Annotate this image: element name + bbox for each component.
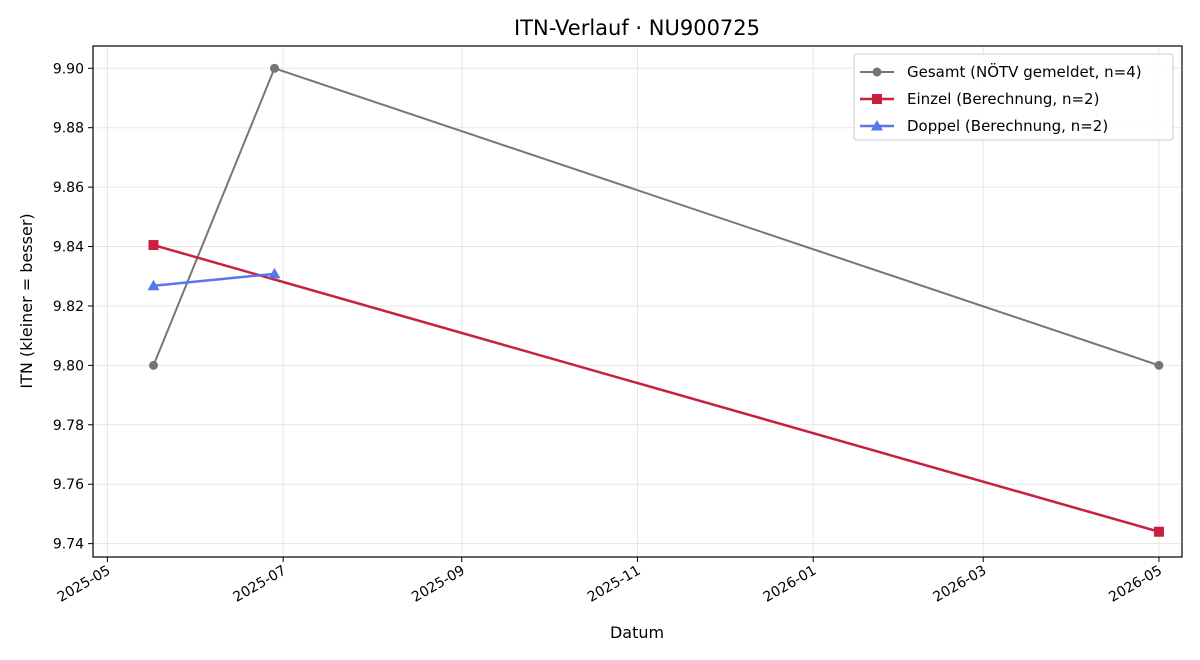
legend-label: Einzel (Berechnung, n=2) bbox=[907, 90, 1099, 108]
legend-marker bbox=[872, 67, 882, 77]
series-layer bbox=[147, 63, 1164, 537]
legend-marker bbox=[871, 120, 883, 131]
x-tick-label: 2025-07 bbox=[230, 563, 289, 606]
series-1-line bbox=[153, 243, 1160, 533]
legend-entry-1 bbox=[860, 94, 894, 104]
x-tick-label: 2025-05 bbox=[55, 563, 114, 606]
series-0-point bbox=[270, 63, 279, 73]
chart-title: ITN-Verlauf · NU900725 bbox=[514, 16, 760, 40]
y-tick-label: 9.86 bbox=[53, 180, 84, 196]
series-2 bbox=[147, 267, 281, 291]
series-0-point bbox=[1154, 360, 1164, 370]
y-tick-label: 9.74 bbox=[53, 537, 84, 553]
series-1 bbox=[148, 240, 1164, 537]
legend-label: Doppel (Berechnung, n=2) bbox=[907, 117, 1108, 135]
x-tick-label: 2025-09 bbox=[409, 563, 468, 606]
series-2-line bbox=[153, 272, 275, 287]
legend-entry-2 bbox=[860, 120, 894, 131]
y-tick-label: 9.82 bbox=[53, 299, 84, 315]
y-tick-label: 9.88 bbox=[53, 121, 84, 137]
x-tick-label: 2026-01 bbox=[761, 563, 820, 606]
y-axis-ticks: 9.74 9.76 9.78 9.80 9.82 9.84 9.86 9.88 9.90 bbox=[53, 61, 93, 553]
x-axis-label: Datum bbox=[610, 623, 664, 642]
x-tick-label: 2026-03 bbox=[931, 563, 990, 606]
y-tick-label: 9.84 bbox=[53, 240, 84, 256]
x-tick-label: 2026-05 bbox=[1106, 563, 1165, 606]
y-tick-label: 9.90 bbox=[53, 61, 84, 77]
y-tick-label: 9.80 bbox=[53, 358, 84, 374]
legend-marker bbox=[872, 94, 882, 104]
y-tick-label: 9.76 bbox=[53, 477, 84, 493]
y-axis-label: ITN (kleiner = besser) bbox=[17, 213, 36, 388]
legend: Gesamt (NÖTV gemeldet, n=4) Einzel (Berec… bbox=[853, 53, 1174, 141]
x-tick-label: 2025-11 bbox=[585, 563, 644, 606]
legend-entry-0 bbox=[860, 67, 894, 77]
x-axis-ticks: 2025-05 2025-07 2025-09 2025-11 2026-01 2026-… bbox=[55, 557, 1165, 606]
legend-box bbox=[853, 53, 1174, 141]
series-1-point bbox=[148, 240, 159, 251]
series-2-point bbox=[268, 267, 281, 279]
series-2-point bbox=[147, 279, 160, 291]
y-tick-label: 9.78 bbox=[53, 418, 84, 434]
series-0 bbox=[149, 63, 1164, 370]
legend-label: Gesamt (NÖTV gemeldet, n=4) bbox=[907, 62, 1142, 81]
series-0-point bbox=[149, 360, 158, 370]
series-1-point bbox=[1153, 526, 1164, 537]
